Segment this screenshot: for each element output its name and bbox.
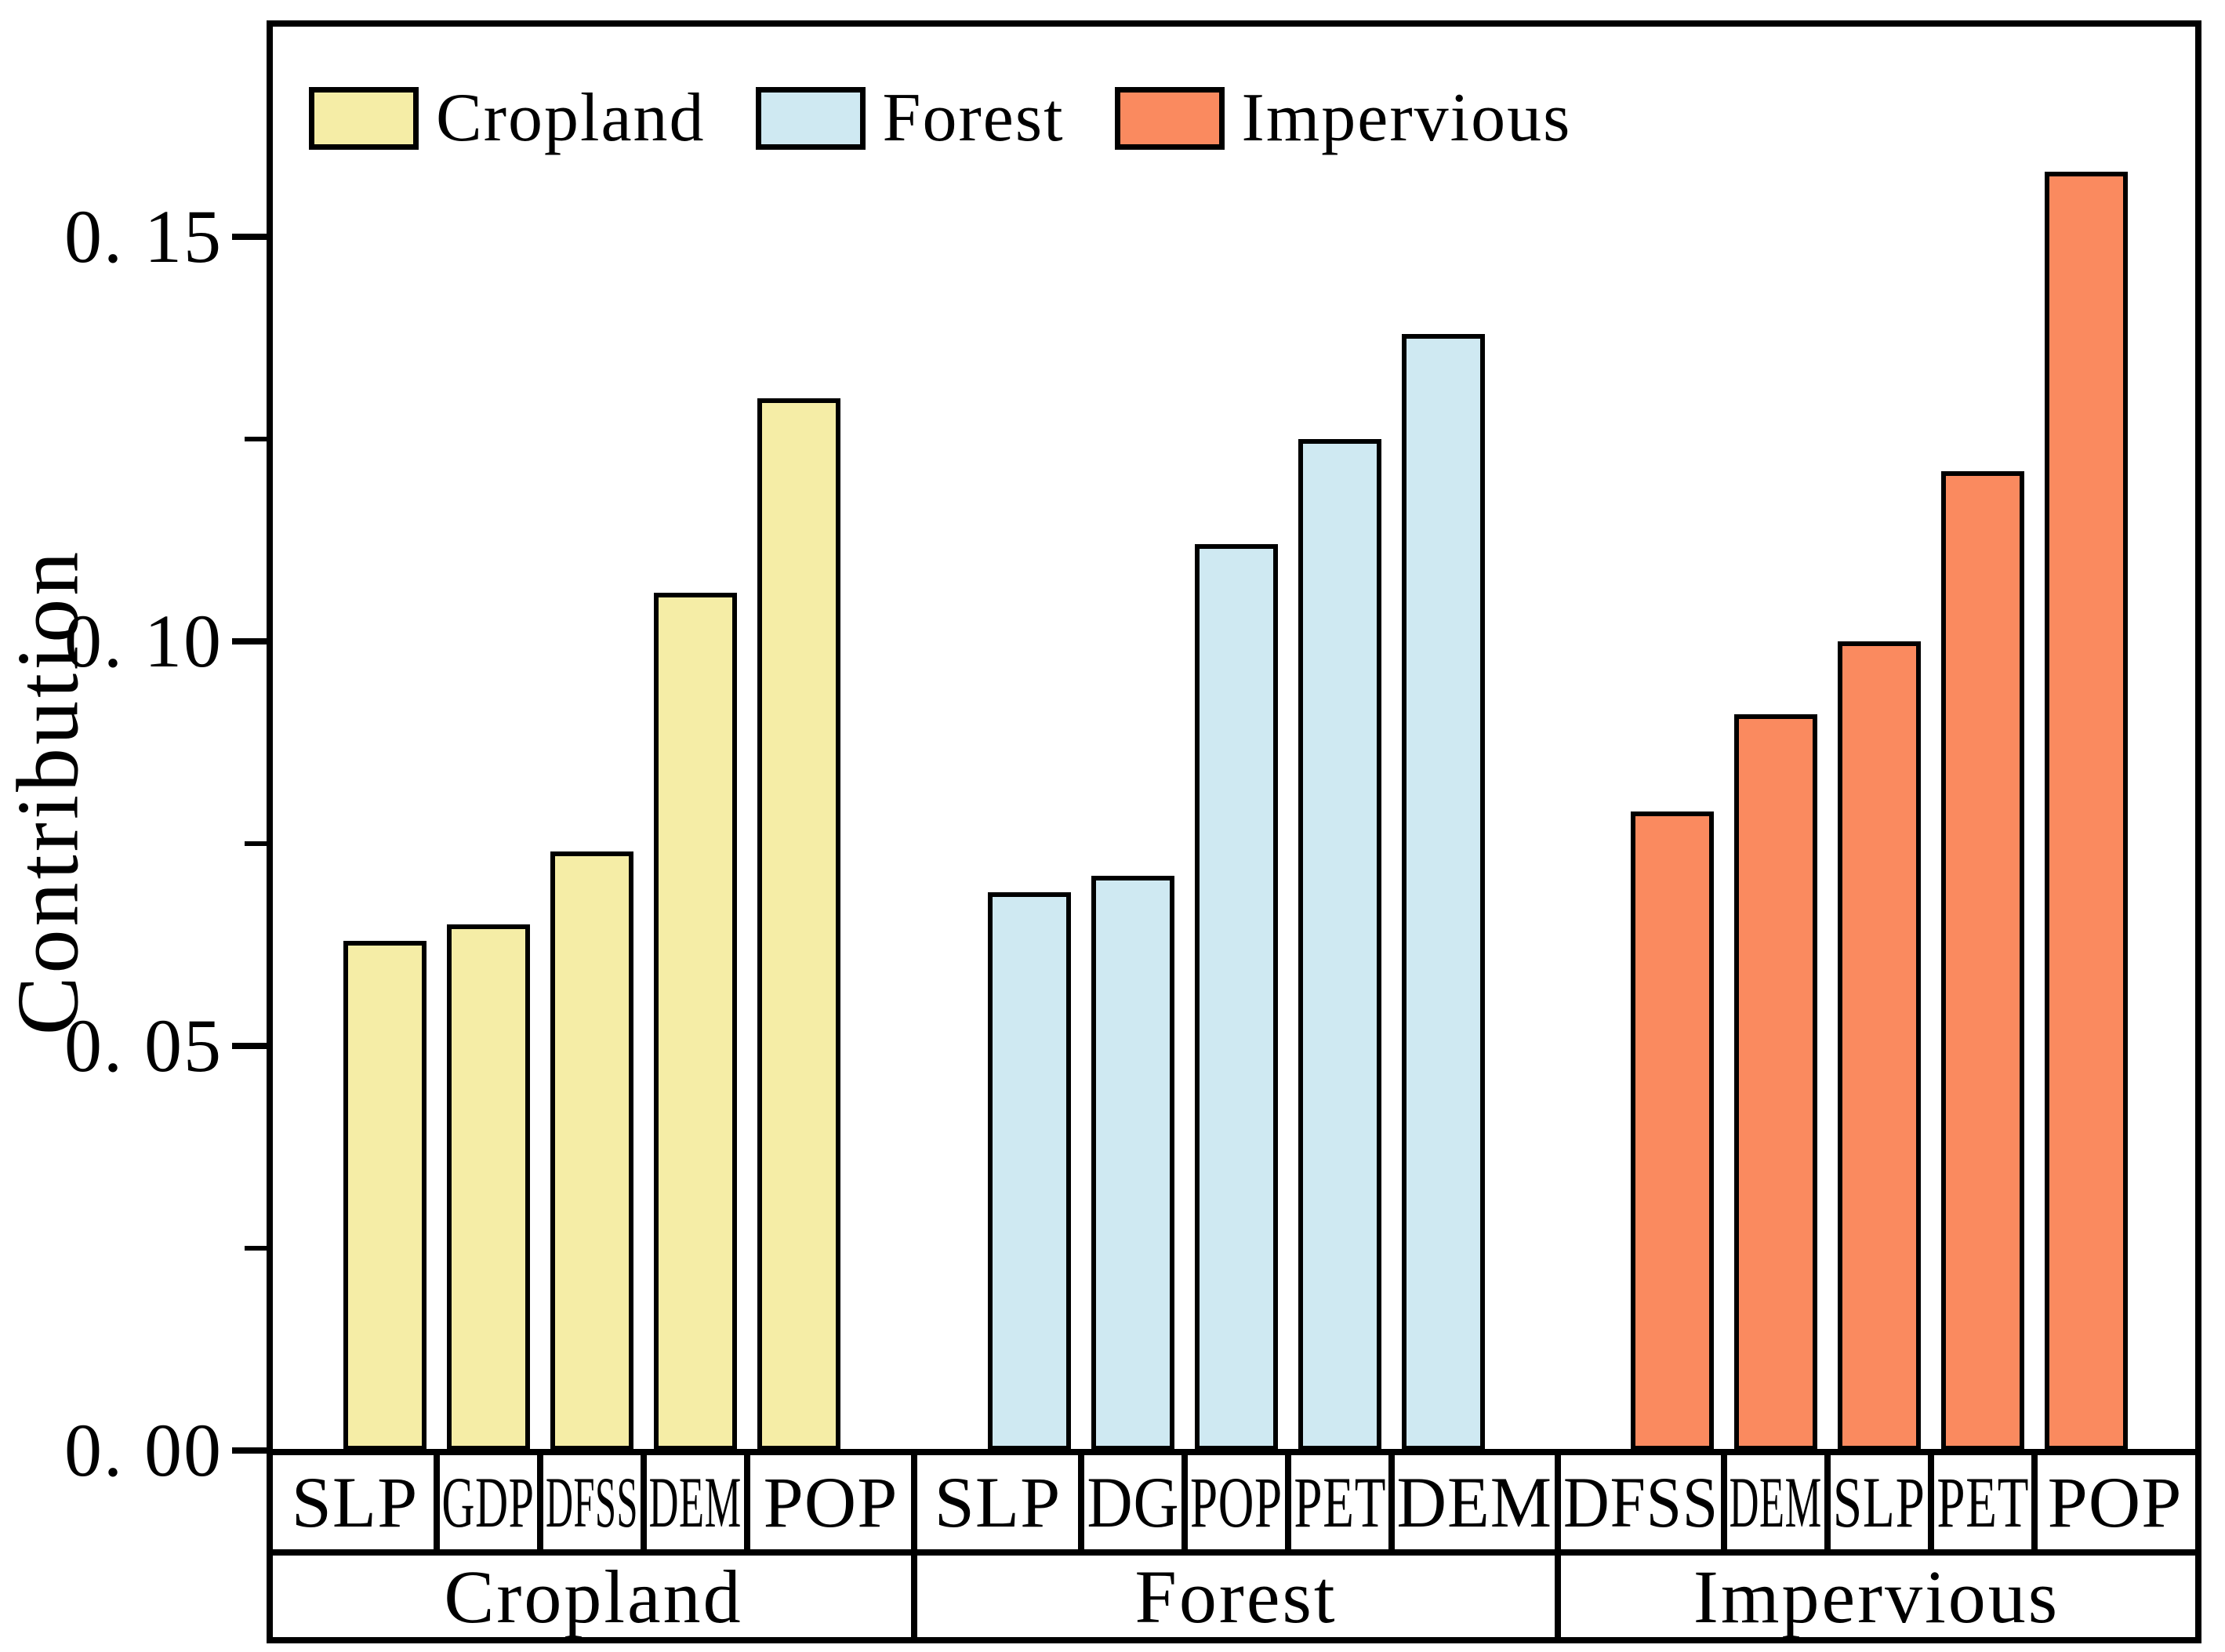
x-label-cropland-pop: POP xyxy=(763,1462,898,1542)
legend-item-forest: Forest xyxy=(755,78,1065,158)
y-axis-minor-tick xyxy=(245,1246,267,1251)
y-axis-major-tick xyxy=(232,234,267,240)
x-label-divider xyxy=(1285,1455,1291,1549)
x-label-forest-pop: POP xyxy=(1190,1462,1283,1542)
x-label-divider xyxy=(537,1455,543,1549)
x-group-divider xyxy=(911,1455,917,1549)
bar-forest-dem xyxy=(1402,334,1485,1450)
x-label-cropland-slp: SLP xyxy=(291,1462,419,1542)
x-axis-variable-row: SLP GDP DFSS DEM POP SLP DG POP PET DEM DFSS DEM SLP… xyxy=(267,1449,2201,1556)
legend-swatch-cropland xyxy=(309,86,419,150)
y-axis-minor-tick xyxy=(245,437,267,441)
legend-label: Forest xyxy=(882,80,1065,156)
y-axis-major-tick xyxy=(232,1447,267,1454)
x-label-divider xyxy=(641,1455,647,1549)
x-label-forest-dem: DEM xyxy=(1396,1462,1553,1542)
bar-impervious-pet xyxy=(1941,471,2024,1450)
x-label-impervious-pop: POP xyxy=(2047,1462,2183,1542)
bar-impervious-dfss xyxy=(1631,811,1714,1450)
legend-swatch-forest xyxy=(755,86,866,150)
x-group-divider xyxy=(1555,1455,1561,1549)
bar-impervious-pop xyxy=(2045,172,2128,1450)
x-label-divider xyxy=(2031,1455,2038,1549)
y-tick-label: 0. 00 xyxy=(64,1408,223,1492)
x-group-label-forest: Forest xyxy=(1134,1554,1338,1639)
bar-cropland-dem xyxy=(654,593,737,1450)
legend: Cropland Forest Impervious xyxy=(309,78,1571,158)
x-axis-group-row: Cropland Forest Impervious xyxy=(267,1549,2201,1643)
x-label-forest-slp: SLP xyxy=(934,1462,1062,1542)
bar-forest-pop xyxy=(1195,544,1278,1450)
legend-label: Impervious xyxy=(1241,80,1572,156)
x-label-impervious-dem: DEM xyxy=(1729,1462,1823,1542)
y-tick-label: 0. 05 xyxy=(64,1004,223,1087)
x-group-divider xyxy=(911,1556,917,1637)
x-group-label-impervious: Impervious xyxy=(1693,1554,2060,1639)
bar-impervious-slp xyxy=(1838,641,1921,1450)
bar-cropland-pop xyxy=(757,398,840,1450)
x-label-divider xyxy=(1928,1455,1934,1549)
x-label-divider xyxy=(1721,1455,1727,1549)
x-label-cropland-dfss: DFSS xyxy=(546,1462,638,1542)
x-label-divider xyxy=(744,1455,750,1549)
x-label-impervious-pet: PET xyxy=(1936,1462,2029,1542)
x-group-label-cropland: Cropland xyxy=(444,1554,743,1639)
x-label-divider xyxy=(434,1455,440,1549)
x-label-impervious-slp: SLP xyxy=(1833,1462,1926,1542)
bar-impervious-dem xyxy=(1734,714,1817,1450)
x-label-cropland-dem: DEM xyxy=(648,1462,742,1542)
bar-forest-dg xyxy=(1091,876,1174,1450)
y-axis-minor-tick xyxy=(245,841,267,846)
x-label-divider xyxy=(1181,1455,1188,1549)
bar-forest-slp xyxy=(988,892,1071,1450)
bar-cropland-slp xyxy=(343,941,426,1450)
y-tick-label: 0. 10 xyxy=(64,599,223,683)
x-label-divider xyxy=(1078,1455,1084,1549)
legend-item-cropland: Cropland xyxy=(309,78,706,158)
x-group-divider xyxy=(1555,1556,1561,1637)
bar-forest-pet xyxy=(1298,439,1381,1450)
legend-item-impervious: Impervious xyxy=(1114,78,1572,158)
x-label-cropland-gdp: GDP xyxy=(441,1462,535,1542)
x-label-forest-dg: DG xyxy=(1087,1462,1179,1542)
x-label-divider xyxy=(1388,1455,1395,1549)
y-axis-major-tick xyxy=(232,1043,267,1049)
bar-cropland-gdp xyxy=(447,924,530,1450)
bar-cropland-dfss xyxy=(550,851,633,1450)
x-label-forest-pet: PET xyxy=(1294,1462,1386,1542)
legend-label: Cropland xyxy=(436,80,706,156)
y-tick-label: 0. 15 xyxy=(64,194,223,278)
x-label-impervious-dfss: DFSS xyxy=(1563,1462,1719,1542)
legend-swatch-impervious xyxy=(1114,86,1225,150)
y-axis-major-tick xyxy=(232,638,267,644)
x-label-divider xyxy=(1824,1455,1831,1549)
